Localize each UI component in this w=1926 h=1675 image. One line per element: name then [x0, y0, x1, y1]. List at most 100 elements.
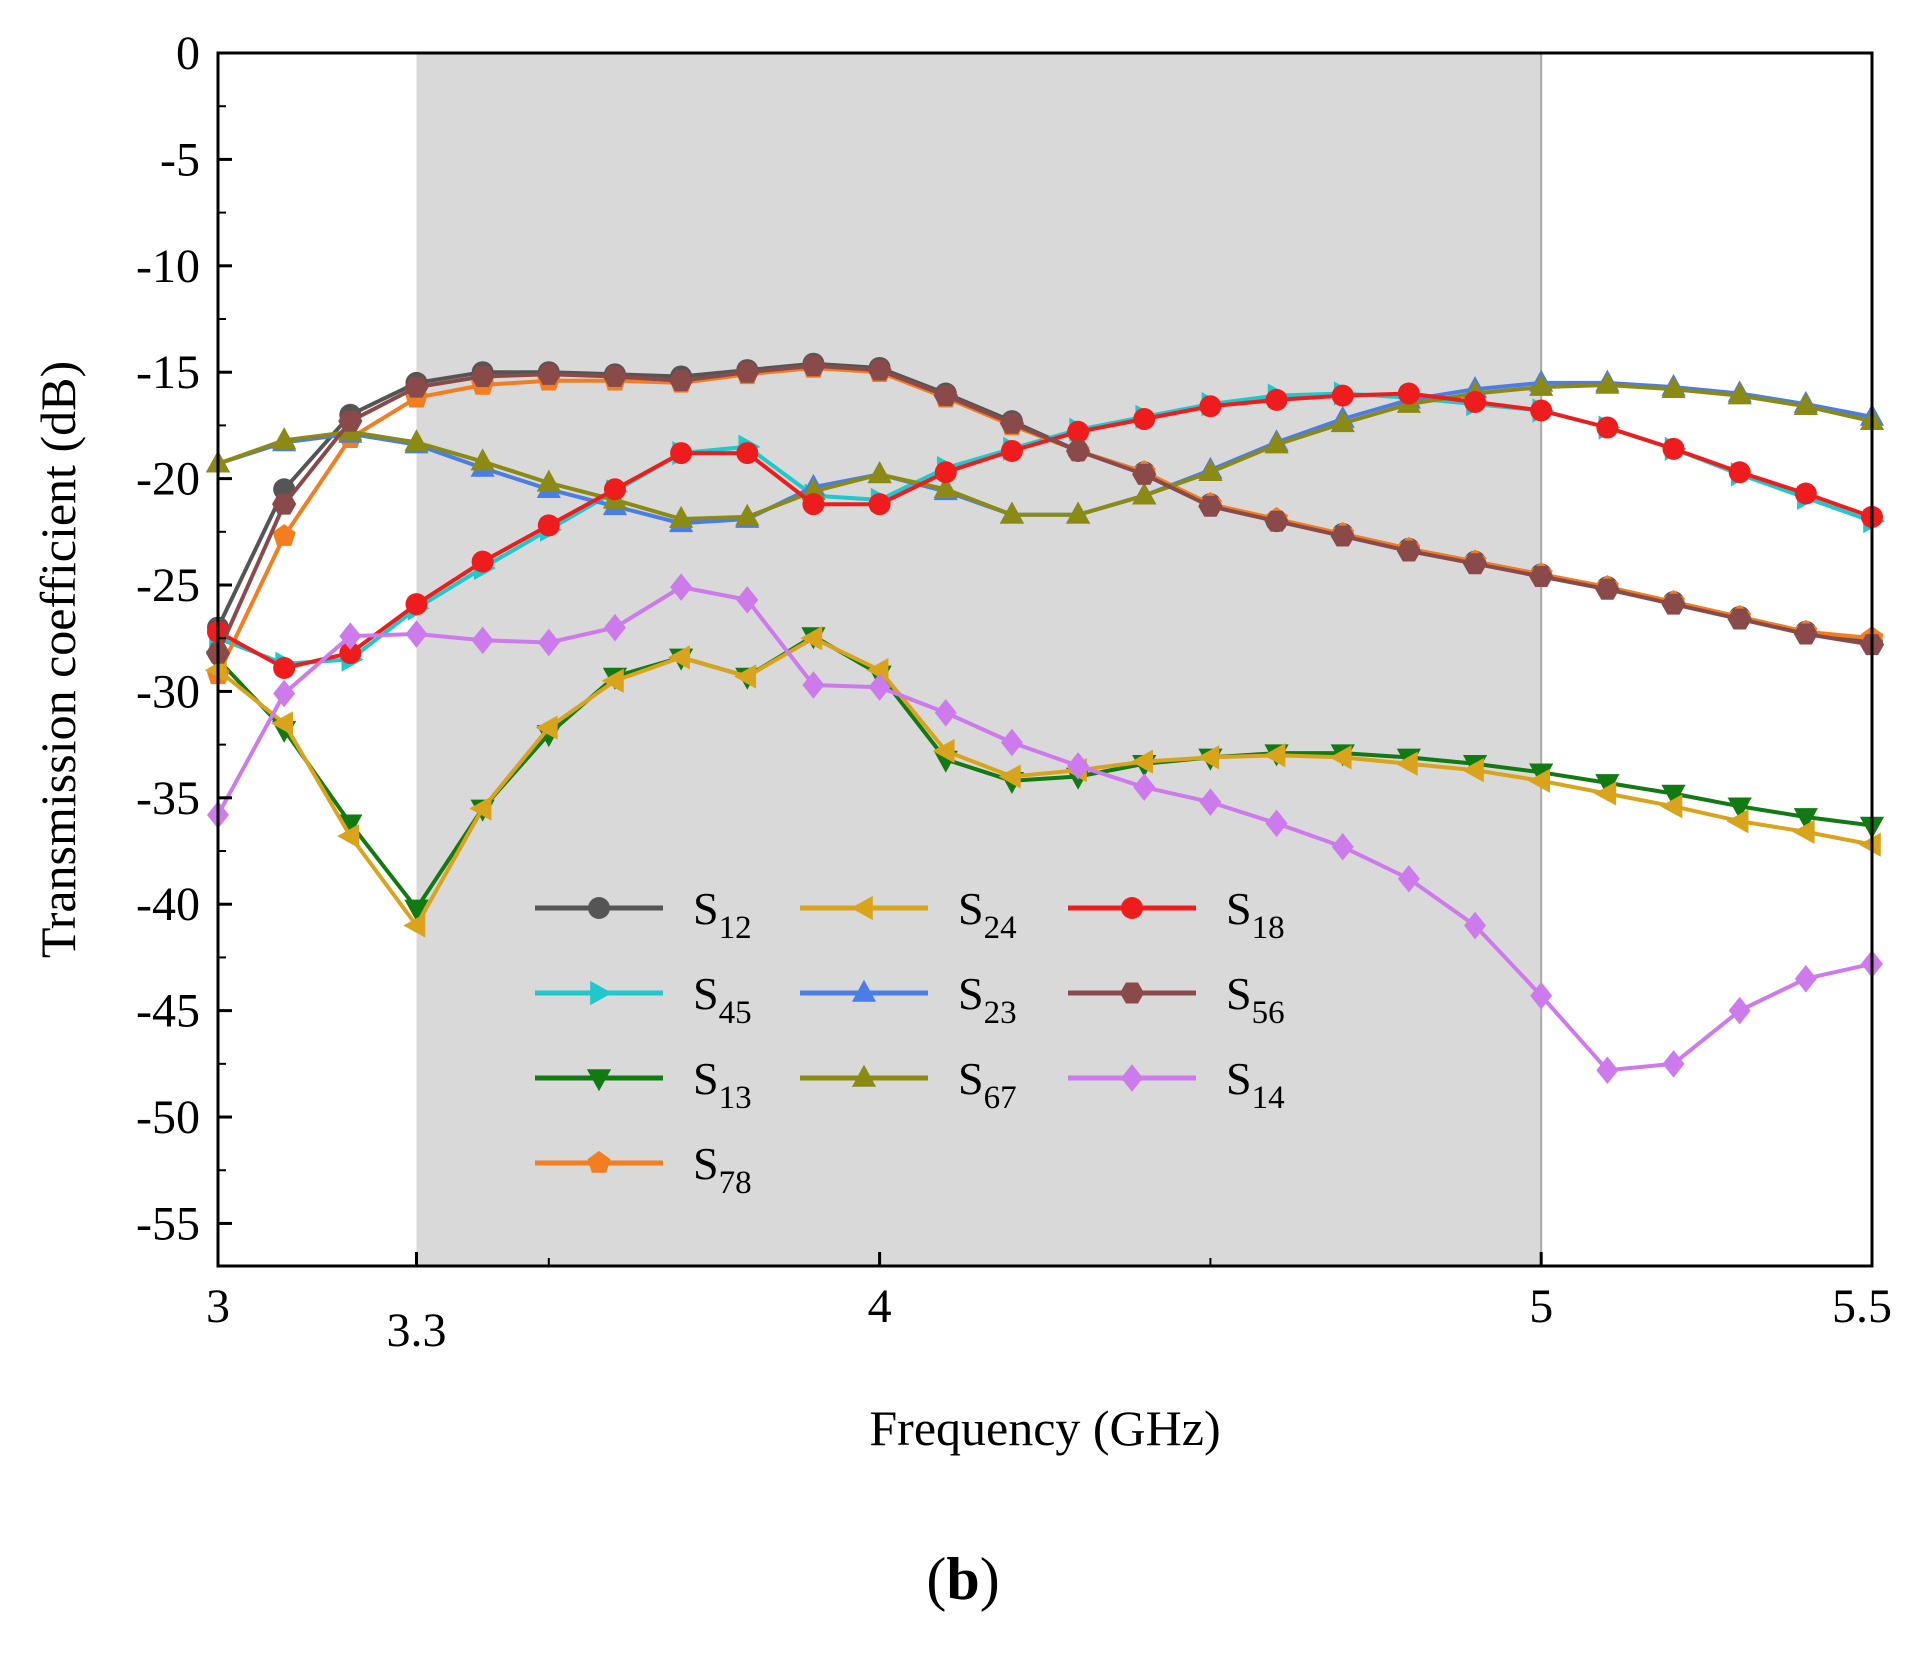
y-tick-label: -30 — [136, 665, 200, 718]
point-S18 — [1596, 416, 1619, 439]
legend-item-S12: S12 — [535, 883, 752, 946]
point-S18 — [802, 493, 825, 516]
y-tick-label: -50 — [136, 1091, 200, 1144]
series-line-S67 — [217, 383, 1873, 521]
point-S13 — [1727, 797, 1752, 820]
series-S56 — [205, 355, 1885, 664]
point-S56 — [669, 370, 694, 392]
point-S24 — [1660, 794, 1683, 819]
legend-label-subscript: 56 — [1252, 995, 1285, 1031]
y-tick-label: -40 — [136, 878, 200, 931]
point-S24 — [932, 738, 955, 764]
panel-label: (b) — [0, 1545, 1926, 1614]
point-S14 — [1397, 864, 1420, 893]
legend-marker — [1121, 897, 1143, 919]
point-S14 — [1662, 1050, 1685, 1078]
point-S13 — [1595, 774, 1620, 797]
point-S67 — [470, 448, 495, 471]
point-S14 — [1265, 809, 1288, 838]
point-S56 — [933, 385, 958, 407]
point-S67 — [801, 478, 826, 501]
point-S18 — [670, 442, 693, 465]
y-tick-label: -45 — [136, 985, 200, 1038]
point-S18 — [1331, 384, 1354, 407]
point-S24 — [601, 668, 624, 693]
point-S14 — [1530, 981, 1553, 1010]
point-S56 — [1396, 540, 1421, 562]
point-S56 — [1264, 510, 1289, 532]
point-S14 — [1331, 833, 1354, 861]
series-line-S18 — [217, 391, 1873, 670]
legend-label-subscript: 78 — [719, 1165, 752, 1201]
legend-marker — [851, 1064, 877, 1087]
legend-label-main: S — [693, 883, 719, 934]
legend-marker — [1121, 1064, 1143, 1092]
y-tick-label: -35 — [136, 772, 200, 825]
point-S67 — [1132, 482, 1157, 505]
legend-item-S24: S24 — [800, 883, 1017, 946]
point-S14 — [339, 622, 362, 650]
legend-item-S14: S14 — [1068, 1053, 1285, 1116]
point-S78 — [272, 523, 296, 546]
point-S24 — [1461, 758, 1484, 783]
point-S18 — [934, 461, 957, 484]
y-tick-label: -5 — [160, 133, 200, 186]
point-S14 — [868, 673, 891, 701]
point-S18 — [736, 442, 759, 465]
legend-label: S56 — [1226, 968, 1285, 1031]
legend-label-subscript: 12 — [719, 910, 752, 946]
series-line-S14 — [216, 585, 1873, 1073]
legend-label-subscript: 45 — [719, 995, 752, 1031]
point-S67 — [669, 505, 694, 528]
point-S56 — [1330, 525, 1355, 547]
point-S18 — [1662, 437, 1685, 460]
legend-label: S13 — [693, 1053, 752, 1116]
series-S14 — [207, 573, 1883, 1084]
point-S24 — [535, 715, 558, 740]
legend-label-subscript: 14 — [1252, 1080, 1285, 1116]
point-S24 — [1858, 832, 1881, 857]
point-S24 — [1395, 751, 1418, 776]
point-S56 — [404, 376, 429, 398]
shaded-band — [416, 53, 1542, 1266]
point-S24 — [1528, 768, 1550, 793]
point-S14 — [1794, 964, 1817, 993]
point-S14 — [537, 628, 560, 657]
x-axis-title: Frequency (GHz) — [869, 1400, 1220, 1456]
point-S24 — [1726, 809, 1749, 834]
legend-label-main: S — [958, 883, 984, 934]
y-tick-label: 0 — [176, 27, 200, 80]
point-S13 — [338, 814, 363, 837]
point-S56 — [801, 355, 826, 377]
legend-label: S78 — [693, 1138, 752, 1201]
legend-label-main: S — [1226, 968, 1252, 1019]
point-S18 — [1397, 382, 1420, 405]
point-S14 — [603, 613, 626, 642]
point-S24 — [337, 824, 360, 849]
point-S18 — [1464, 391, 1487, 414]
point-S67 — [272, 427, 297, 450]
point-S67 — [933, 476, 958, 499]
point-S56 — [1065, 440, 1091, 462]
legend-label-main: S — [693, 968, 719, 1019]
point-S67 — [1661, 376, 1686, 399]
series-S18 — [207, 382, 1883, 680]
panel-label-open: ( — [926, 1546, 947, 1612]
series-S67 — [205, 371, 1885, 528]
legend-label-main: S — [693, 1053, 719, 1104]
point-S67 — [999, 501, 1025, 524]
point-S18 — [273, 657, 296, 680]
point-S14 — [802, 671, 825, 699]
point-S18 — [1133, 408, 1156, 431]
panel-label-letter: b — [946, 1546, 980, 1612]
legend-item-S45: S45 — [535, 968, 752, 1031]
point-S14 — [471, 626, 494, 655]
point-S56 — [1661, 593, 1686, 615]
point-S18 — [1067, 420, 1090, 443]
legend-label-subscript: 18 — [1252, 910, 1285, 946]
legend-label-subscript: 23 — [984, 995, 1017, 1031]
x-tick-label: 4 — [868, 1280, 892, 1333]
legend-marker — [850, 895, 873, 921]
y-axis-title: Transmission coefficient (dB) — [30, 361, 86, 958]
point-S18 — [868, 493, 891, 516]
